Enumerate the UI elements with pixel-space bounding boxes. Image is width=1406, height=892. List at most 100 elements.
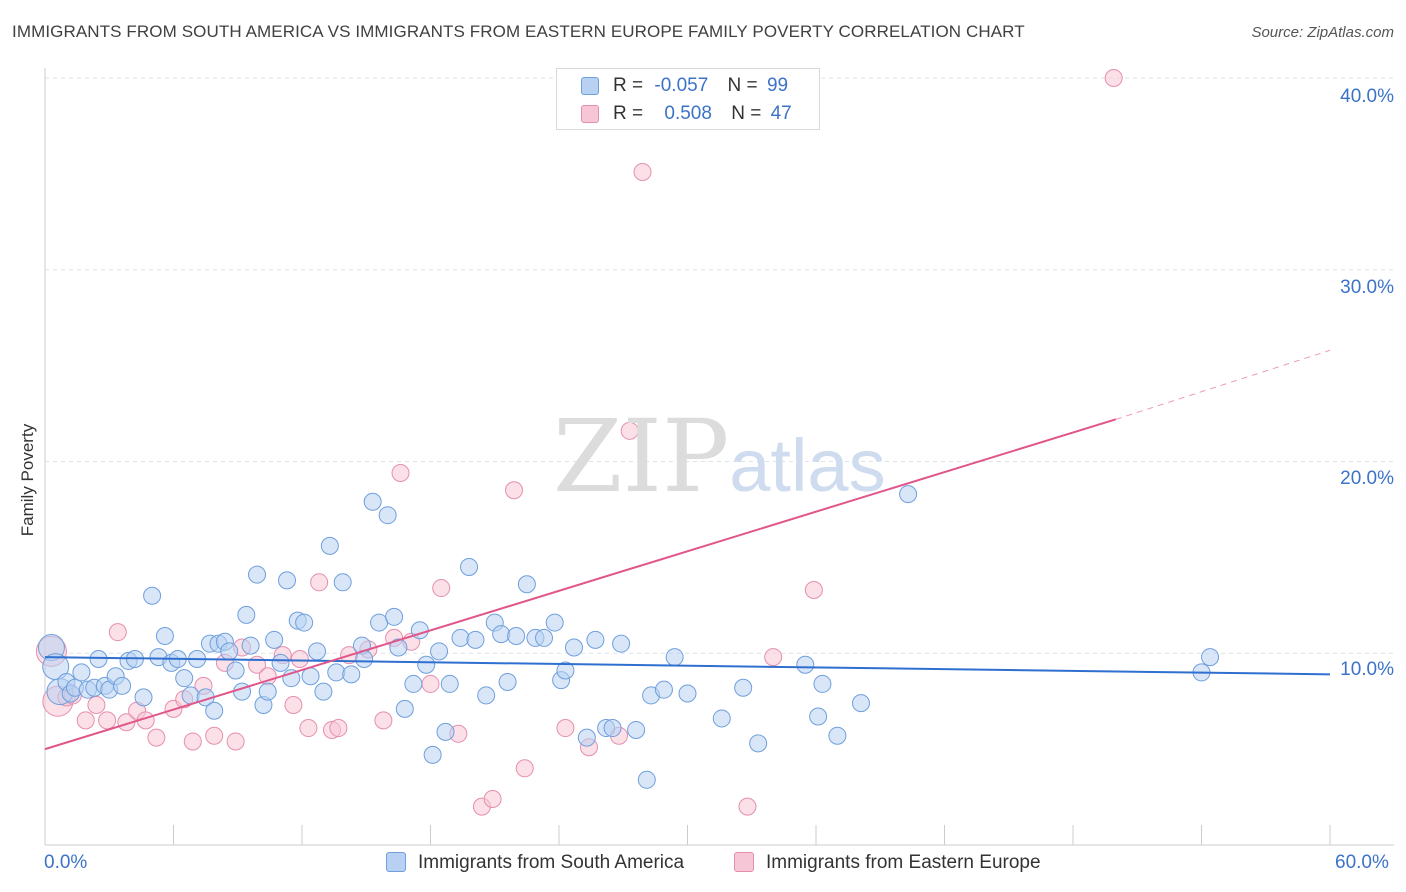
south-america-point [327,663,346,682]
series-swatch-blue [386,852,406,872]
legend-n-value: 99 [766,75,789,96]
eastern-europe-point [421,674,440,693]
south-america-point [278,571,297,590]
legend-r-label: R = [613,75,644,96]
south-america-point [477,686,496,705]
x-tick-label-max: 60.0% [1335,852,1389,873]
south-america-point [417,655,436,674]
south-america-point [134,688,153,707]
eastern-europe-point [515,759,534,778]
source-credit: Source: ZipAtlas.com [1251,24,1394,41]
eastern-europe-point [432,579,451,598]
series-swatch-pink [734,852,754,872]
legend-r-label: R = [613,103,644,124]
south-america-point [241,636,260,655]
south-america-point [451,628,470,647]
eastern-europe-point [620,421,639,440]
south-america-point [586,630,605,649]
south-america-point [535,628,554,647]
south-america-point [314,682,333,701]
south-america-point [113,676,132,695]
eastern-europe-point [329,719,348,738]
south-america-point [181,686,200,705]
legend-r-value: 0.508 [664,103,712,124]
y-axis-label: Family Poverty [18,423,37,537]
trend-lines [44,349,1331,751]
axes [44,68,1394,846]
south-america-point [492,625,511,644]
south-america-point [395,699,414,718]
eastern-europe-point [556,719,575,738]
south-america-point [466,630,485,649]
south-america-point [712,709,731,728]
south-america-point [851,694,870,713]
watermark-zip: ZIP [553,398,730,515]
south-america-point [899,485,918,504]
eastern-europe-point [764,648,783,667]
south-america-point [363,492,382,511]
south-america-point [265,630,284,649]
south-america-point [271,653,290,672]
south-america-point [155,626,174,645]
south-america-point [828,726,847,745]
chart-title: IMMIGRANTS FROM SOUTH AMERICA VS IMMIGRA… [12,22,1025,41]
south-america-point [295,613,314,632]
south-america-point [1201,648,1220,667]
eastern-europe-point [87,696,106,715]
y-tick-label-20: 20.0% [1340,468,1394,489]
south-america-point [175,669,194,688]
south-america-point [370,613,389,632]
south-america-point [517,575,536,594]
south-america-point [301,667,320,686]
eastern-europe-point [147,728,166,747]
eastern-europe-trend-extension [1115,349,1331,420]
south-america-point [627,720,646,739]
eastern-europe-point [290,650,309,669]
south-america-point [564,638,583,657]
south-america-point [320,536,339,555]
eastern-europe-point [310,573,329,592]
eastern-europe-point [76,711,95,730]
legend-r-value: -0.057 [654,75,709,96]
south-america-point [440,674,459,693]
eastern-europe-point [738,797,757,816]
south-america-trend-line [44,656,1331,676]
y-tick-label-30: 30.0% [1340,277,1394,298]
south-america-point [603,719,622,738]
south-america-point [556,661,575,680]
south-america-point [665,648,684,667]
correlation-legend: R = -0.057 N = 99 R = 0.508 N = 47 [556,68,820,130]
south-america-point [385,607,404,626]
south-america-point [577,728,596,747]
eastern-europe-point [374,711,393,730]
eastern-europe-point [804,580,823,599]
south-america-point [205,701,224,720]
south-america-point [813,674,832,693]
south-america-point [423,745,442,764]
south-america-point [436,722,455,741]
eastern-europe-point [226,732,245,751]
eastern-europe-point [108,623,127,642]
south-america-point [143,586,162,605]
south-america-point [333,573,352,592]
south-america-point [809,707,828,726]
south-america-point [342,665,361,684]
south-america-point [72,663,91,682]
series-label-south-america: Immigrants from South America [418,852,685,873]
grid-lines [45,77,1394,654]
south-america-point [237,605,256,624]
south-america-point [404,674,423,693]
eastern-europe-point [205,726,224,745]
eastern-europe-trend-line [44,418,1117,751]
south-america-point [545,613,564,632]
south-america-point [612,634,631,653]
watermark-atlas: atlas [729,424,886,507]
eastern-europe-point [483,789,502,808]
south-america-point [678,684,697,703]
eastern-europe-point [299,719,318,738]
south-america-point [307,642,326,661]
south-america-point [498,673,517,692]
eastern-europe-point [183,732,202,751]
south-america-point [226,661,245,680]
south-america-point [796,655,815,674]
